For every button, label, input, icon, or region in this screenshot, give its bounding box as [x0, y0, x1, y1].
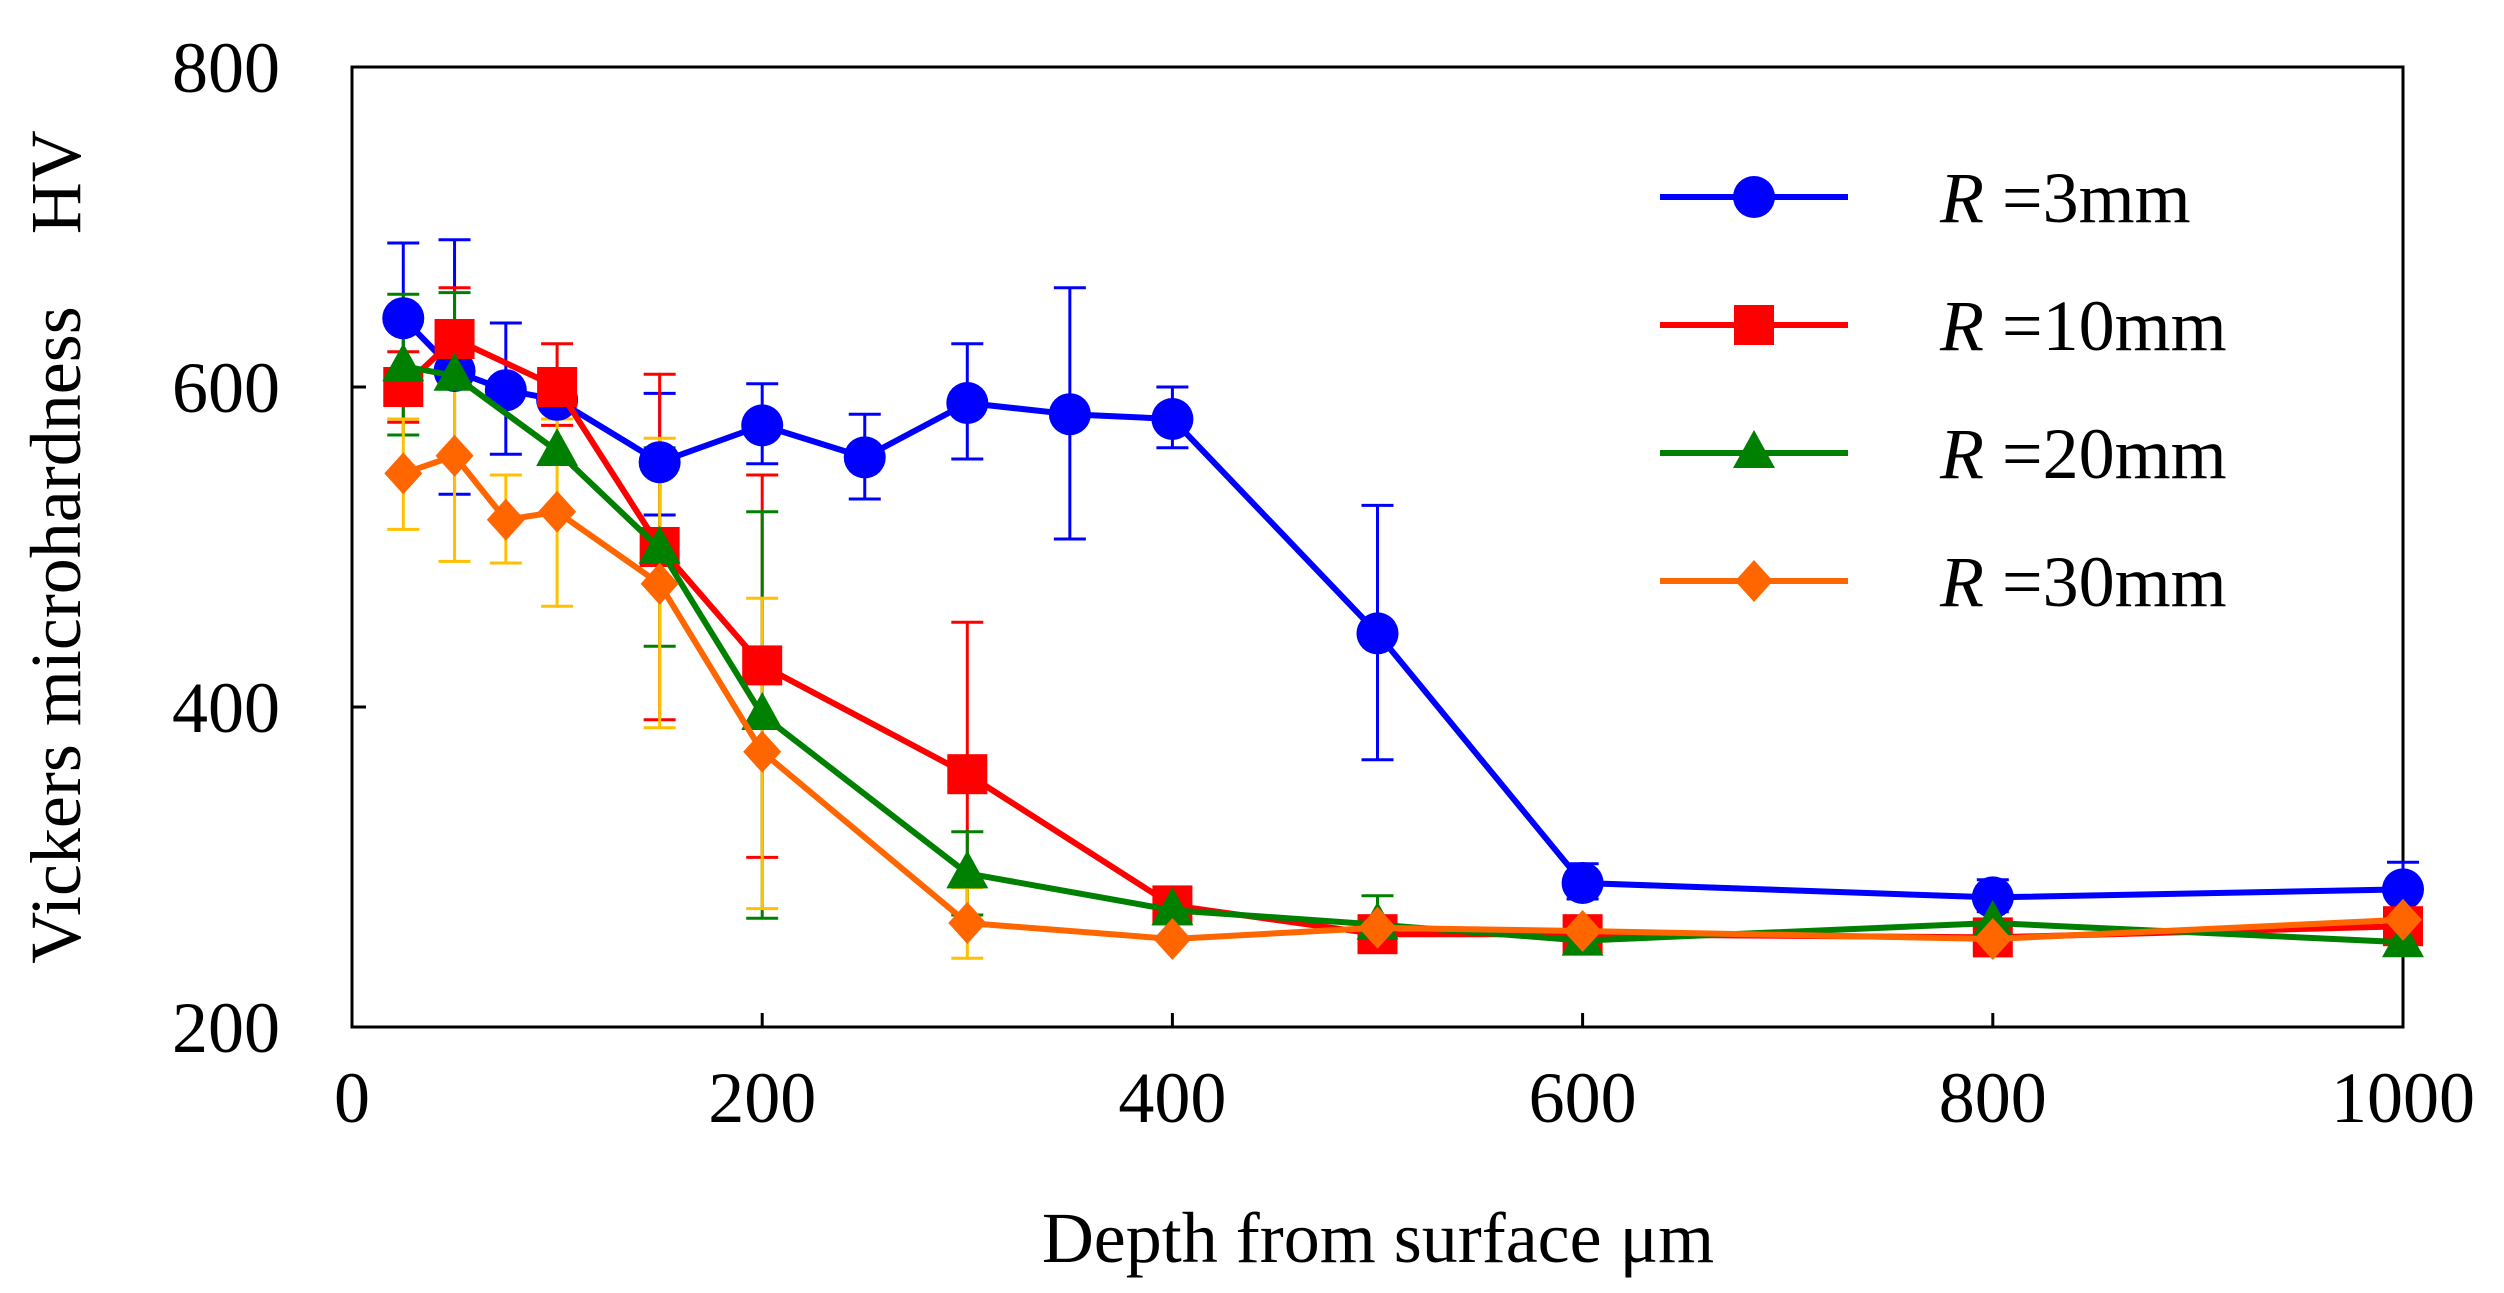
x-axis-title: Depth from surface μm	[1042, 1198, 1714, 1278]
data-point	[1561, 862, 1604, 904]
y-tick-label: 400	[172, 668, 280, 748]
legend-marker	[1733, 176, 1775, 218]
legend-item: R =10mm	[1660, 286, 2227, 366]
data-point	[484, 369, 527, 412]
data-point	[638, 441, 681, 484]
data-point	[382, 297, 425, 340]
legend-marker	[1733, 430, 1775, 468]
legend-label-italic: R	[1939, 158, 1984, 238]
data-point	[741, 692, 784, 730]
data-point	[1356, 612, 1399, 655]
data-point	[433, 352, 476, 391]
legend-label: R =20mm	[1939, 414, 2227, 494]
data-point	[1358, 906, 1397, 949]
data-point	[1151, 887, 1194, 926]
legend-label-value: =30mm	[1984, 542, 2227, 622]
legend-item: R =3mm	[1660, 158, 2191, 238]
x-tick-label: 600	[1529, 1058, 1637, 1138]
legend-marker	[1734, 305, 1774, 345]
data-point	[486, 498, 525, 541]
legend-label: R =10mm	[1939, 286, 2227, 366]
data-point	[537, 367, 578, 407]
data-point	[743, 730, 782, 773]
legend-label-italic: R	[1939, 414, 1984, 494]
legend-item: R =30mm	[1660, 542, 2227, 622]
data-point	[640, 562, 679, 605]
x-tick-label: 400	[1118, 1058, 1226, 1138]
legend-label-value: =10mm	[1984, 286, 2227, 366]
data-point	[2382, 868, 2424, 911]
series-layer	[382, 297, 2424, 960]
y-axis-title: Vickers microhardness HV	[16, 130, 96, 963]
x-tick-label: 1000	[2331, 1058, 2475, 1138]
y-tick-label: 800	[172, 28, 280, 108]
data-point	[1153, 918, 1192, 960]
y-tick-label: 200	[172, 988, 280, 1068]
data-point	[1048, 393, 1091, 436]
errorbars-series-1	[387, 286, 984, 925]
data-point	[382, 343, 425, 382]
legend-label-value: =20mm	[1984, 414, 2227, 494]
data-point	[384, 452, 423, 495]
legend-label: R =3mm	[1939, 158, 2191, 238]
data-point	[1563, 910, 1602, 952]
ticks-layer: 0 200 400 600 800 1000 200 400 600 800	[172, 28, 2475, 1138]
legend-label-italic: R	[1939, 286, 1984, 366]
data-point	[946, 850, 989, 889]
data-point	[1151, 398, 1194, 440]
series-line	[402, 452, 2404, 942]
legend-label-value: =3mm	[1984, 158, 2191, 238]
data-point	[843, 436, 886, 479]
data-point	[1973, 918, 2012, 960]
data-point	[638, 525, 681, 564]
data-point	[435, 434, 474, 477]
data-point	[948, 902, 987, 944]
data-point	[538, 490, 577, 533]
x-tick-label: 0	[334, 1058, 370, 1138]
data-point	[947, 754, 988, 795]
series-0	[382, 297, 2424, 919]
data-point	[946, 382, 989, 424]
plot-frame	[350, 65, 2405, 1029]
y-tick-label: 600	[172, 348, 280, 428]
data-point	[2384, 898, 2422, 941]
x-tick-label: 800	[1939, 1058, 2047, 1138]
legend-marker	[1735, 560, 1773, 602]
data-point	[742, 645, 783, 686]
series-3	[384, 434, 2422, 960]
legend-label: R =30mm	[1939, 542, 2227, 622]
legend-label-italic: R	[1939, 542, 1984, 622]
x-tick-label: 200	[708, 1058, 816, 1138]
data-point	[434, 319, 475, 359]
data-point	[741, 404, 784, 447]
data-point	[1971, 876, 2014, 919]
data-point	[536, 428, 579, 466]
legend-item: R =20mm	[1660, 414, 2227, 494]
